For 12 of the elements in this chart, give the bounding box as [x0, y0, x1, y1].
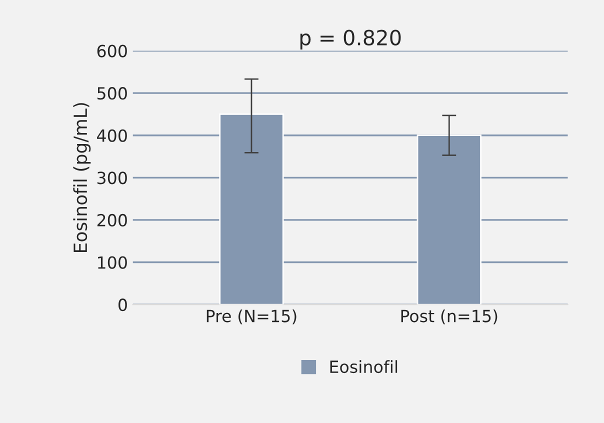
legend-label: Eosinofil	[330, 360, 398, 374]
x-tick-label: Post (n=15)	[401, 309, 498, 324]
y-axis-title: Eosinofil (pg/mL)	[73, 103, 91, 252]
y-tick-label: 500	[97, 87, 127, 100]
y-tick-label: 100	[98, 256, 127, 269]
y-tick-label: 0	[118, 298, 127, 312]
y-tick-label: 400	[97, 129, 127, 142]
chart-title: p = 0.820	[300, 30, 401, 50]
y-tick-label: 200	[97, 214, 127, 227]
y-tick-label: 600	[97, 44, 127, 58]
x-tick-label: Pre (N=15)	[206, 309, 296, 324]
y-tick-label: 300	[97, 172, 127, 184]
